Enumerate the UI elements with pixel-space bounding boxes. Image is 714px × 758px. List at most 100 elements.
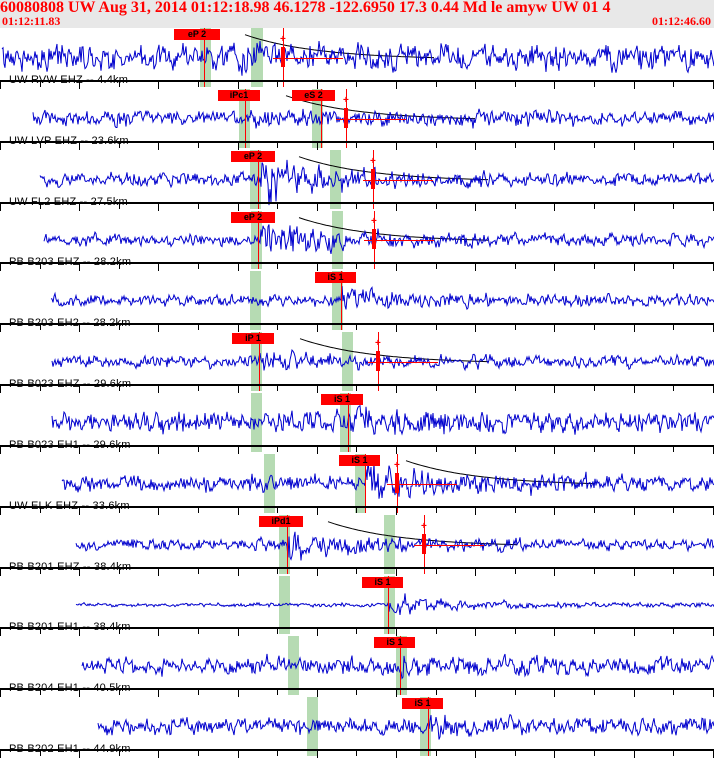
axis-tick xyxy=(40,508,41,513)
axis-tick xyxy=(79,264,80,271)
pick-label[interactable]: iS 1 xyxy=(321,394,363,405)
trace-panel[interactable]: iS 1PB B202 EH1 -- 44.9km xyxy=(0,697,714,758)
waveform-path xyxy=(43,224,714,255)
trace-plot-area[interactable]: iS 1PB B203 EH2 -- 28.2km xyxy=(0,271,714,332)
axis-tick xyxy=(515,264,516,269)
pick-label[interactable]: iS 1 xyxy=(402,698,443,709)
axis-tick xyxy=(79,325,80,332)
pick-label[interactable]: eP 2 xyxy=(231,212,275,223)
axis-tick xyxy=(238,629,239,636)
pick-line[interactable] xyxy=(365,454,366,513)
pick-line[interactable] xyxy=(245,89,246,148)
trace-plot-area[interactable]: eP 2+PB B203 EHZ -- 28.2km xyxy=(0,211,714,271)
axis-tick xyxy=(198,143,199,148)
pick-label[interactable]: iPc1 xyxy=(218,90,260,101)
pick-label[interactable]: iS 1 xyxy=(315,272,356,283)
trace-panel[interactable]: iP 1+PB B023 EHZ -- 29.6km xyxy=(0,332,714,393)
axis-tick xyxy=(277,204,278,209)
trace-plot-area[interactable]: iS 1PB B204 EH1 -- 40.5km xyxy=(0,636,714,697)
trace-panel[interactable]: iS 1PB B204 EH1 -- 40.5km xyxy=(0,636,714,697)
pick-line[interactable] xyxy=(258,150,259,209)
axis-tick xyxy=(396,143,397,150)
trace-panel[interactable]: eP 2+UW RVW EHZ -- 4.4km xyxy=(0,28,714,89)
trace-plot-area[interactable]: eP 2+UW RVW EHZ -- 4.4km xyxy=(0,28,714,89)
amplitude-marker-baseline xyxy=(363,180,433,181)
trace-panel-stack[interactable]: eP 2+UW RVW EHZ -- 4.4kmiPc1eS 2+UW LVP … xyxy=(0,28,714,758)
axis-tick xyxy=(317,325,318,332)
pick-label[interactable]: iS 1 xyxy=(362,577,403,588)
axis-tick xyxy=(238,143,239,150)
pick-line[interactable] xyxy=(428,697,429,756)
pick-label[interactable]: eP 2 xyxy=(174,29,220,40)
trace-panel[interactable]: iS 1PB B201 EH1 -- 38.4km xyxy=(0,576,714,636)
pick-label[interactable]: iP 1 xyxy=(232,333,274,344)
trace-plot-area[interactable]: iPd1+PB B201 EHZ -- 38.4km xyxy=(0,515,714,576)
pick-line[interactable] xyxy=(400,636,401,695)
pick-line[interactable] xyxy=(321,89,322,148)
axis-tick xyxy=(356,143,357,148)
axis-tick xyxy=(277,82,278,87)
trace-plot-area[interactable]: iP 1+PB B023 EHZ -- 29.6km xyxy=(0,332,714,393)
axis-tick xyxy=(198,508,199,513)
trace-plot-area[interactable]: iS 1PB B202 EH1 -- 44.9km xyxy=(0,697,714,758)
axis-tick xyxy=(158,629,159,636)
pick-line[interactable] xyxy=(259,332,260,391)
trace-plot-area[interactable]: eP 2+UW FL2 EHZ -- 27.5km xyxy=(0,150,714,211)
amplitude-peak-cross-icon: + xyxy=(280,34,286,45)
pick-line[interactable] xyxy=(388,576,389,634)
pick-label[interactable]: iS 1 xyxy=(374,637,415,648)
pick-line[interactable] xyxy=(287,515,288,574)
axis-tick xyxy=(198,569,199,574)
axis-tick xyxy=(673,751,674,756)
axis-tick xyxy=(119,508,120,513)
pick-label[interactable]: iPd1 xyxy=(259,516,303,527)
axis-tick xyxy=(317,447,318,454)
trace-plot-area[interactable]: iS 1PB B023 EH1 -- 29.6km xyxy=(0,393,714,454)
axis-tick xyxy=(0,569,1,576)
axis-tick xyxy=(79,143,80,150)
amplitude-peak-cross-icon: + xyxy=(370,156,376,167)
trace-panel[interactable]: iPd1+PB B201 EHZ -- 38.4km xyxy=(0,515,714,576)
pick-line[interactable] xyxy=(341,271,342,330)
trace-panel[interactable]: iS 1+UW ELK EHZ -- 33.6km xyxy=(0,454,714,515)
trace-plot-area[interactable]: iS 1PB B201 EH1 -- 38.4km xyxy=(0,576,714,636)
pick-line[interactable] xyxy=(204,28,205,87)
waveform-trace xyxy=(39,156,714,206)
axis-tick xyxy=(436,204,437,209)
axis-tick xyxy=(594,325,595,330)
trace-panel[interactable]: eP 2+UW FL2 EHZ -- 27.5km xyxy=(0,150,714,211)
axis-tick xyxy=(475,264,476,271)
axis-tick xyxy=(119,325,120,330)
axis-line xyxy=(0,567,714,569)
time-axis xyxy=(0,627,714,636)
pick-line[interactable] xyxy=(258,211,259,269)
axis-tick xyxy=(238,325,239,332)
axis-tick xyxy=(436,690,437,695)
axis-tick xyxy=(475,82,476,89)
trace-panel[interactable]: iS 1PB B203 EH2 -- 28.2km xyxy=(0,271,714,332)
axis-tick xyxy=(554,447,555,454)
trace-panel[interactable]: iS 1PB B023 EH1 -- 29.6km xyxy=(0,393,714,454)
pick-label[interactable]: eP 2 xyxy=(231,151,275,162)
axis-tick xyxy=(40,386,41,391)
pick-line[interactable] xyxy=(348,393,349,452)
axis-tick xyxy=(594,508,595,513)
trace-plot-area[interactable]: iS 1+UW ELK EHZ -- 33.6km xyxy=(0,454,714,515)
trace-panel[interactable]: eP 2+PB B203 EHZ -- 28.2km xyxy=(0,211,714,271)
amplitude-peak-cross-icon: + xyxy=(421,521,427,532)
axis-tick xyxy=(475,386,476,393)
axis-tick xyxy=(119,264,120,269)
amplitude-marker-bar xyxy=(376,351,380,371)
axis-tick xyxy=(198,690,199,695)
axis-tick xyxy=(554,751,555,758)
axis-tick xyxy=(277,629,278,634)
amplitude-marker-baseline xyxy=(387,484,457,485)
axis-tick xyxy=(0,629,1,636)
axis-tick xyxy=(158,751,159,758)
pick-label[interactable]: iS 1 xyxy=(339,455,380,466)
axis-tick xyxy=(79,751,80,758)
axis-line xyxy=(0,749,714,751)
pick-label[interactable]: eS 2 xyxy=(292,90,335,101)
